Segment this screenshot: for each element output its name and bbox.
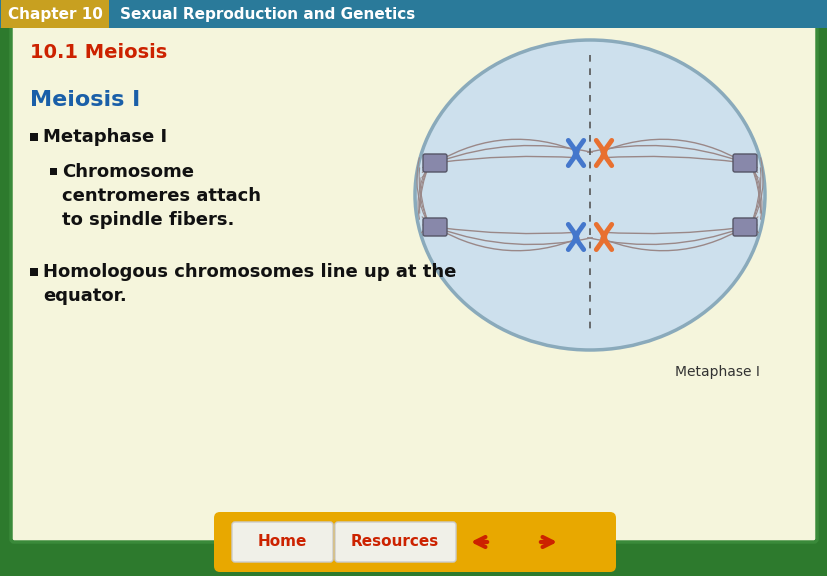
Text: equator.: equator. bbox=[43, 287, 127, 305]
Circle shape bbox=[573, 150, 578, 156]
Circle shape bbox=[573, 234, 578, 240]
Text: Metaphase I: Metaphase I bbox=[674, 365, 759, 379]
Text: to spindle fibers.: to spindle fibers. bbox=[62, 211, 234, 229]
FancyBboxPatch shape bbox=[213, 512, 615, 572]
FancyBboxPatch shape bbox=[11, 25, 816, 542]
Text: centromeres attach: centromeres attach bbox=[62, 187, 261, 205]
Text: Homologous chromosomes line up at the: Homologous chromosomes line up at the bbox=[43, 263, 456, 281]
Bar bbox=[30, 268, 38, 276]
Bar bbox=[0, 0, 827, 28]
FancyBboxPatch shape bbox=[1, 0, 109, 28]
Ellipse shape bbox=[414, 40, 764, 350]
FancyBboxPatch shape bbox=[232, 522, 332, 562]
Text: Chromosome: Chromosome bbox=[62, 163, 194, 181]
FancyBboxPatch shape bbox=[423, 154, 447, 172]
Circle shape bbox=[600, 234, 606, 240]
Text: Resources: Resources bbox=[351, 535, 438, 550]
Text: Meiosis I: Meiosis I bbox=[30, 90, 140, 110]
FancyBboxPatch shape bbox=[423, 218, 447, 236]
Text: Home: Home bbox=[257, 535, 306, 550]
Text: Metaphase I: Metaphase I bbox=[43, 128, 167, 146]
Text: Chapter 10: Chapter 10 bbox=[7, 6, 103, 21]
Text: Sexual Reproduction and Genetics: Sexual Reproduction and Genetics bbox=[120, 6, 415, 21]
FancyBboxPatch shape bbox=[732, 218, 756, 236]
Bar bbox=[30, 133, 38, 141]
Circle shape bbox=[600, 150, 606, 156]
FancyBboxPatch shape bbox=[335, 522, 456, 562]
FancyBboxPatch shape bbox=[732, 154, 756, 172]
Bar bbox=[50, 168, 57, 175]
Text: 10.1 Meiosis: 10.1 Meiosis bbox=[30, 43, 167, 62]
